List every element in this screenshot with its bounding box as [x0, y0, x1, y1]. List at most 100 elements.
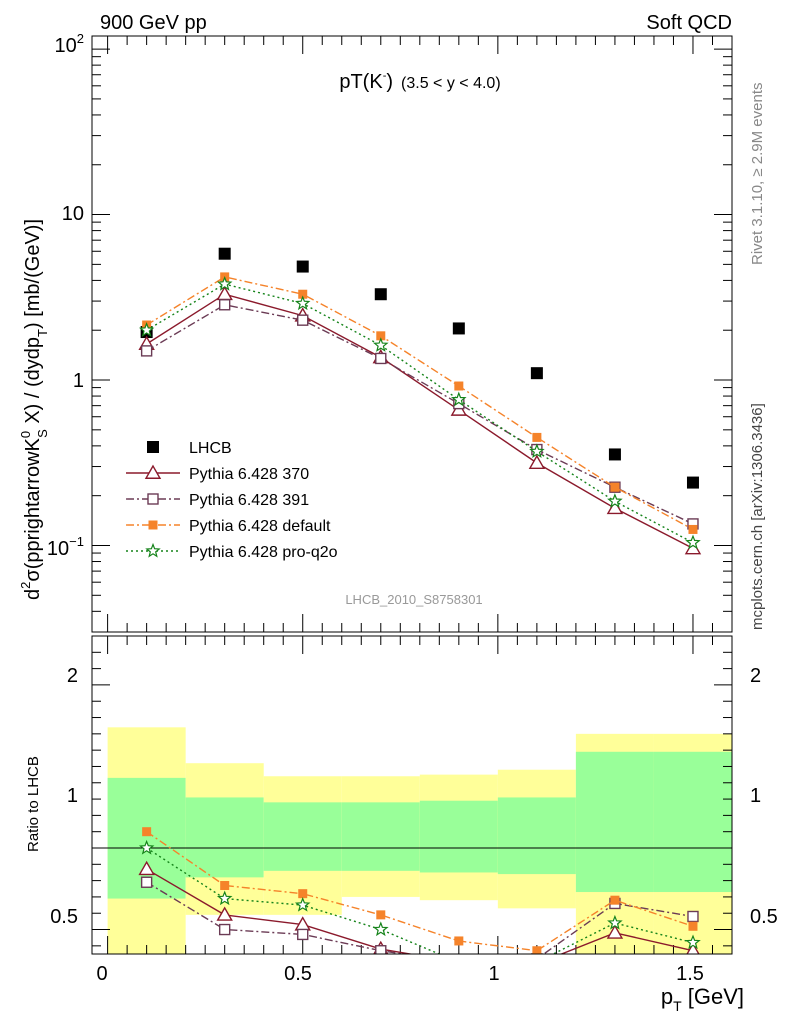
- inner-band-bin: [341, 802, 420, 871]
- title-range: (3.5 < y < 4.0): [401, 75, 501, 92]
- ytick-label-100: 102: [55, 31, 84, 57]
- ratio-data-point: [454, 957, 464, 967]
- data-point: [296, 260, 309, 273]
- series-line-2: [146, 304, 694, 525]
- main-plot-title: pT(K-) (3.5 < y < 4.0): [339, 70, 500, 93]
- ratio-data-point: [458, 953, 459, 954]
- main-y-axis-label: d2σ(pprightarrowK0 S X) / (dydpT) [mb/(Ge…: [18, 219, 50, 600]
- series-line-4: [146, 283, 694, 544]
- inner-band-bin: [185, 797, 264, 878]
- series-line-3: [146, 276, 694, 531]
- ratio-series-line-2: [146, 831, 694, 952]
- xtick-label-0: 0: [96, 963, 107, 985]
- legend-label: Pythia 6.428 370: [189, 466, 309, 483]
- data-point: [452, 322, 465, 335]
- data-point: [532, 432, 542, 442]
- ratio-ytick-left-1: 1: [67, 785, 78, 807]
- ratio-ytick-left-2: 2: [67, 665, 78, 687]
- ratio-series-line-0: [146, 868, 694, 954]
- data-point: [373, 337, 389, 352]
- ratio-data-point: [220, 881, 230, 891]
- ratio-data-point: [610, 895, 620, 905]
- data-point: [454, 381, 464, 391]
- ratio-series-2: [142, 827, 698, 954]
- ratio-ytick-right-2: 2: [750, 665, 761, 687]
- legend-entry-1: Pythia 6.428 370: [126, 464, 309, 483]
- ratio-plot-frame: [91, 635, 733, 955]
- data-point: [216, 275, 233, 291]
- ratio-series-3: [138, 839, 701, 968]
- data-point: [298, 289, 308, 299]
- ratio-data-point: [373, 921, 389, 937]
- ratio-data-point: [142, 827, 152, 837]
- legend-marker: [147, 493, 159, 505]
- data-point: [530, 367, 543, 380]
- ratio-data-point: [531, 953, 543, 954]
- legend-entry-4: Pythia 6.428 pro-q2o: [126, 542, 338, 561]
- legend-entry-0: LHCB: [147, 440, 232, 457]
- ratio-data-marks: [138, 827, 701, 969]
- data-point: [294, 295, 311, 311]
- data-point: [606, 499, 624, 515]
- ratio-series-line-1: [146, 881, 694, 954]
- legend-entry-2: Pythia 6.428 391: [126, 492, 309, 509]
- data-point: [218, 247, 231, 260]
- ratio-data-point: [297, 928, 309, 941]
- ratio-data-point: [686, 942, 700, 954]
- data-point: [450, 391, 467, 407]
- xtick-label-1: 1: [488, 963, 499, 985]
- ratio-y-axis-label: Ratio to LHCB: [25, 756, 42, 852]
- ratio-ytick-right-1: 1: [750, 785, 761, 807]
- main-plot-frame: [91, 35, 733, 633]
- legend-label: LHCB: [189, 440, 232, 457]
- ratio-data-point: [453, 956, 465, 968]
- data-point: [686, 476, 699, 489]
- series-line-1: [146, 293, 694, 550]
- ratio-data-point: [531, 956, 543, 968]
- main-panel: LHCB_2010_S8758301 pT(K-) (3.5 < y < 4.0)…: [18, 31, 733, 633]
- ratio-data-point: [375, 945, 387, 954]
- legend-marker: [147, 441, 159, 453]
- collision-label: 900 GeV pp: [100, 12, 207, 34]
- ratio-ytick-left-0.5: 0.5: [50, 906, 78, 928]
- ratio-data-point: [140, 876, 153, 888]
- ratio-panel: 0.5 1 2 0.5 1 2 Ratio to LHCB 0 0.5 1 1.…: [25, 635, 778, 1014]
- watermark: LHCB_2010_S8758301: [345, 592, 482, 607]
- title-close: ): [386, 71, 393, 93]
- title-main: pT(K: [339, 71, 383, 93]
- ratio-data-point: [532, 946, 542, 954]
- legend-entry-3: Pythia 6.428 default: [126, 518, 331, 535]
- data-point: [138, 322, 155, 337]
- legend-marker: [145, 542, 161, 558]
- ratio-ytick-right-0.5: 0.5: [750, 906, 778, 928]
- main-data-marks: [138, 247, 702, 555]
- data-point: [376, 331, 386, 341]
- data-point: [374, 288, 387, 301]
- ytick-label-10: 10: [62, 203, 84, 225]
- data-point: [685, 534, 701, 550]
- data-point: [140, 345, 153, 357]
- ratio-data-point: [606, 924, 624, 939]
- inner-band-bin: [653, 751, 732, 893]
- ratio-data-point: [607, 914, 623, 930]
- legend-label: Pythia 6.428 default: [189, 518, 331, 535]
- x-axis-label: pT [GeV]: [661, 984, 744, 1014]
- legend-marker: [144, 464, 162, 479]
- ratio-data-point: [218, 923, 231, 936]
- ratio-data-point: [530, 957, 544, 969]
- data-point: [218, 299, 231, 311]
- legend-label: Pythia 6.428 pro-q2o: [189, 544, 338, 561]
- data-point: [610, 482, 620, 492]
- ratio-data-point: [138, 860, 155, 876]
- ratio-data-point: [216, 906, 233, 921]
- ratio-series-0: [138, 860, 700, 969]
- ratio-data-point: [688, 921, 698, 931]
- data-point: [608, 448, 621, 461]
- legend-marker: [148, 520, 158, 530]
- ratio-data-point: [685, 934, 701, 950]
- main-axes: [92, 36, 733, 633]
- data-point: [607, 493, 623, 508]
- process-label: Soft QCD: [646, 12, 732, 34]
- data-point: [375, 352, 387, 365]
- title-sup: -: [383, 70, 387, 82]
